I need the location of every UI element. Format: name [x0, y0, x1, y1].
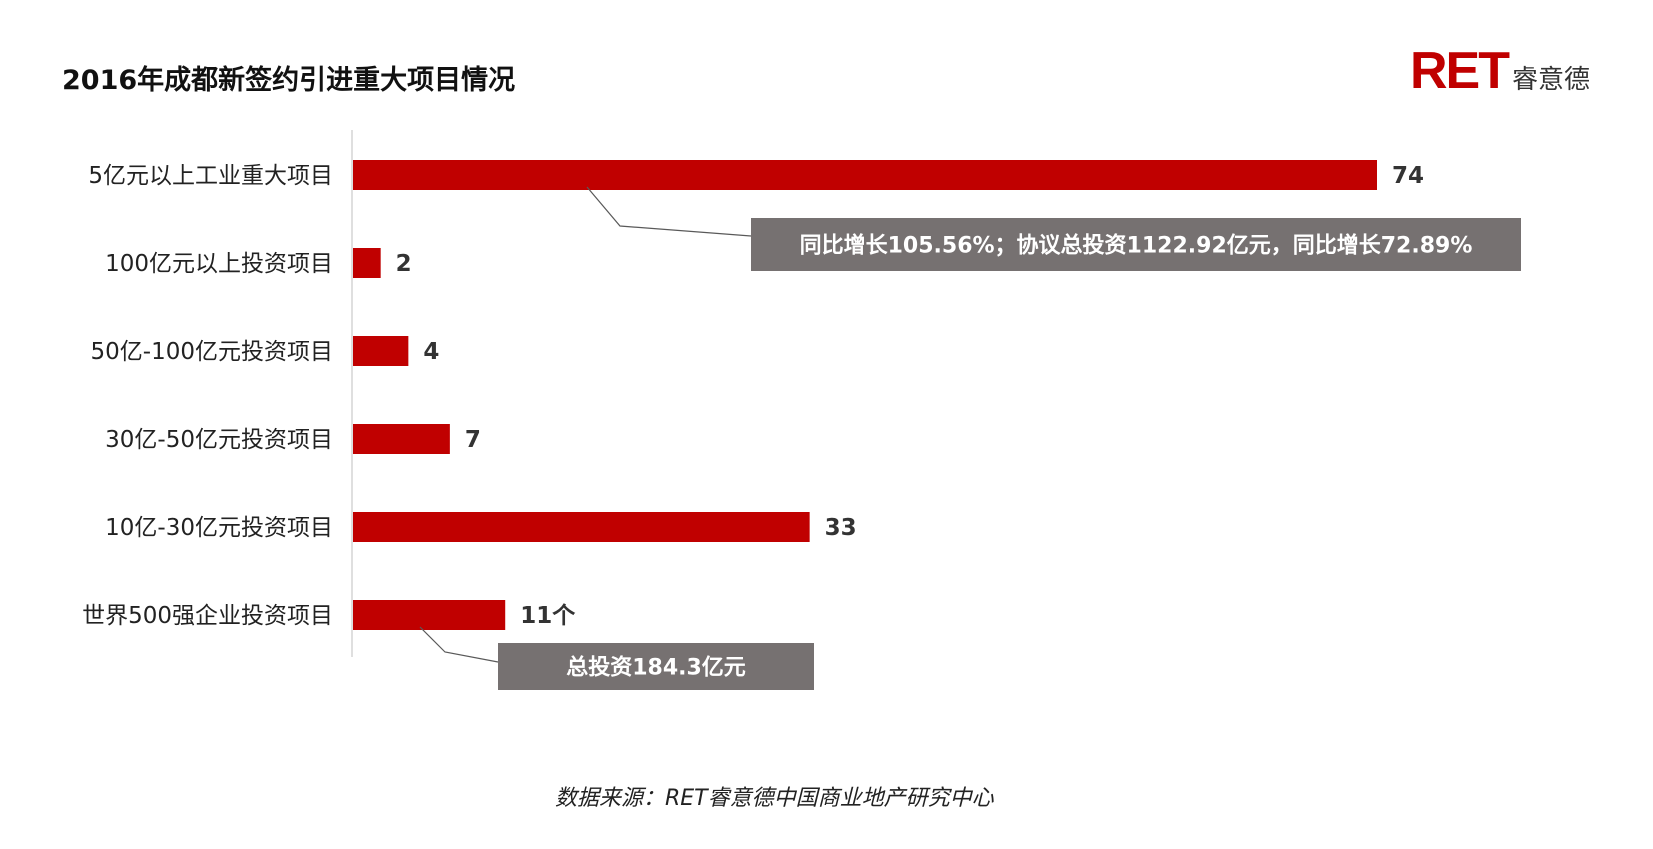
- data-source-note: 数据来源：RET睿意德中国商业地产研究中心: [555, 786, 994, 811]
- bar: [353, 248, 381, 278]
- data-label: 33: [825, 515, 857, 541]
- annotation-box: [498, 643, 814, 690]
- data-label: 2: [396, 251, 412, 277]
- logo-text: 睿意德: [1512, 65, 1591, 95]
- annotation-box: [751, 218, 1521, 271]
- chart-title: 2016年成都新签约引进重大项目情况: [62, 65, 516, 96]
- category-label: 100亿元以上投资项目: [105, 251, 333, 277]
- category-label: 5亿元以上工业重大项目: [88, 163, 333, 189]
- data-label: 4: [423, 339, 439, 365]
- ret-logo: RET 睿意德: [1410, 45, 1590, 97]
- bar: [353, 512, 810, 542]
- bar: [353, 160, 1377, 190]
- bar-chart: 5亿元以上工业重大项目 74 100亿元以上投资项目 2 50亿-100亿元投资项目 4 3…: [82, 130, 1521, 690]
- category-label: 30亿-50亿元投资项目: [105, 427, 333, 453]
- category-label: 50亿-100亿元投资项目: [91, 339, 333, 365]
- annotation-leader-line: [419, 626, 499, 663]
- bar: [353, 600, 506, 630]
- data-label: 11个: [520, 603, 576, 629]
- annotation-text: 总投资184.3亿元: [566, 655, 746, 681]
- annotation-leader-line: [586, 186, 752, 237]
- category-label: 10亿-30亿元投资项目: [105, 515, 333, 541]
- bar: [353, 424, 450, 454]
- annotation-text: 同比增长105.56%；协议总投资1122.92亿元，同比增长72.89%: [800, 233, 1473, 259]
- logo-mark: RET: [1410, 42, 1510, 100]
- data-label: 74: [1392, 163, 1424, 189]
- category-label: 世界500强企业投资项目: [82, 603, 333, 629]
- data-label: 7: [465, 427, 481, 453]
- bar: [353, 336, 409, 366]
